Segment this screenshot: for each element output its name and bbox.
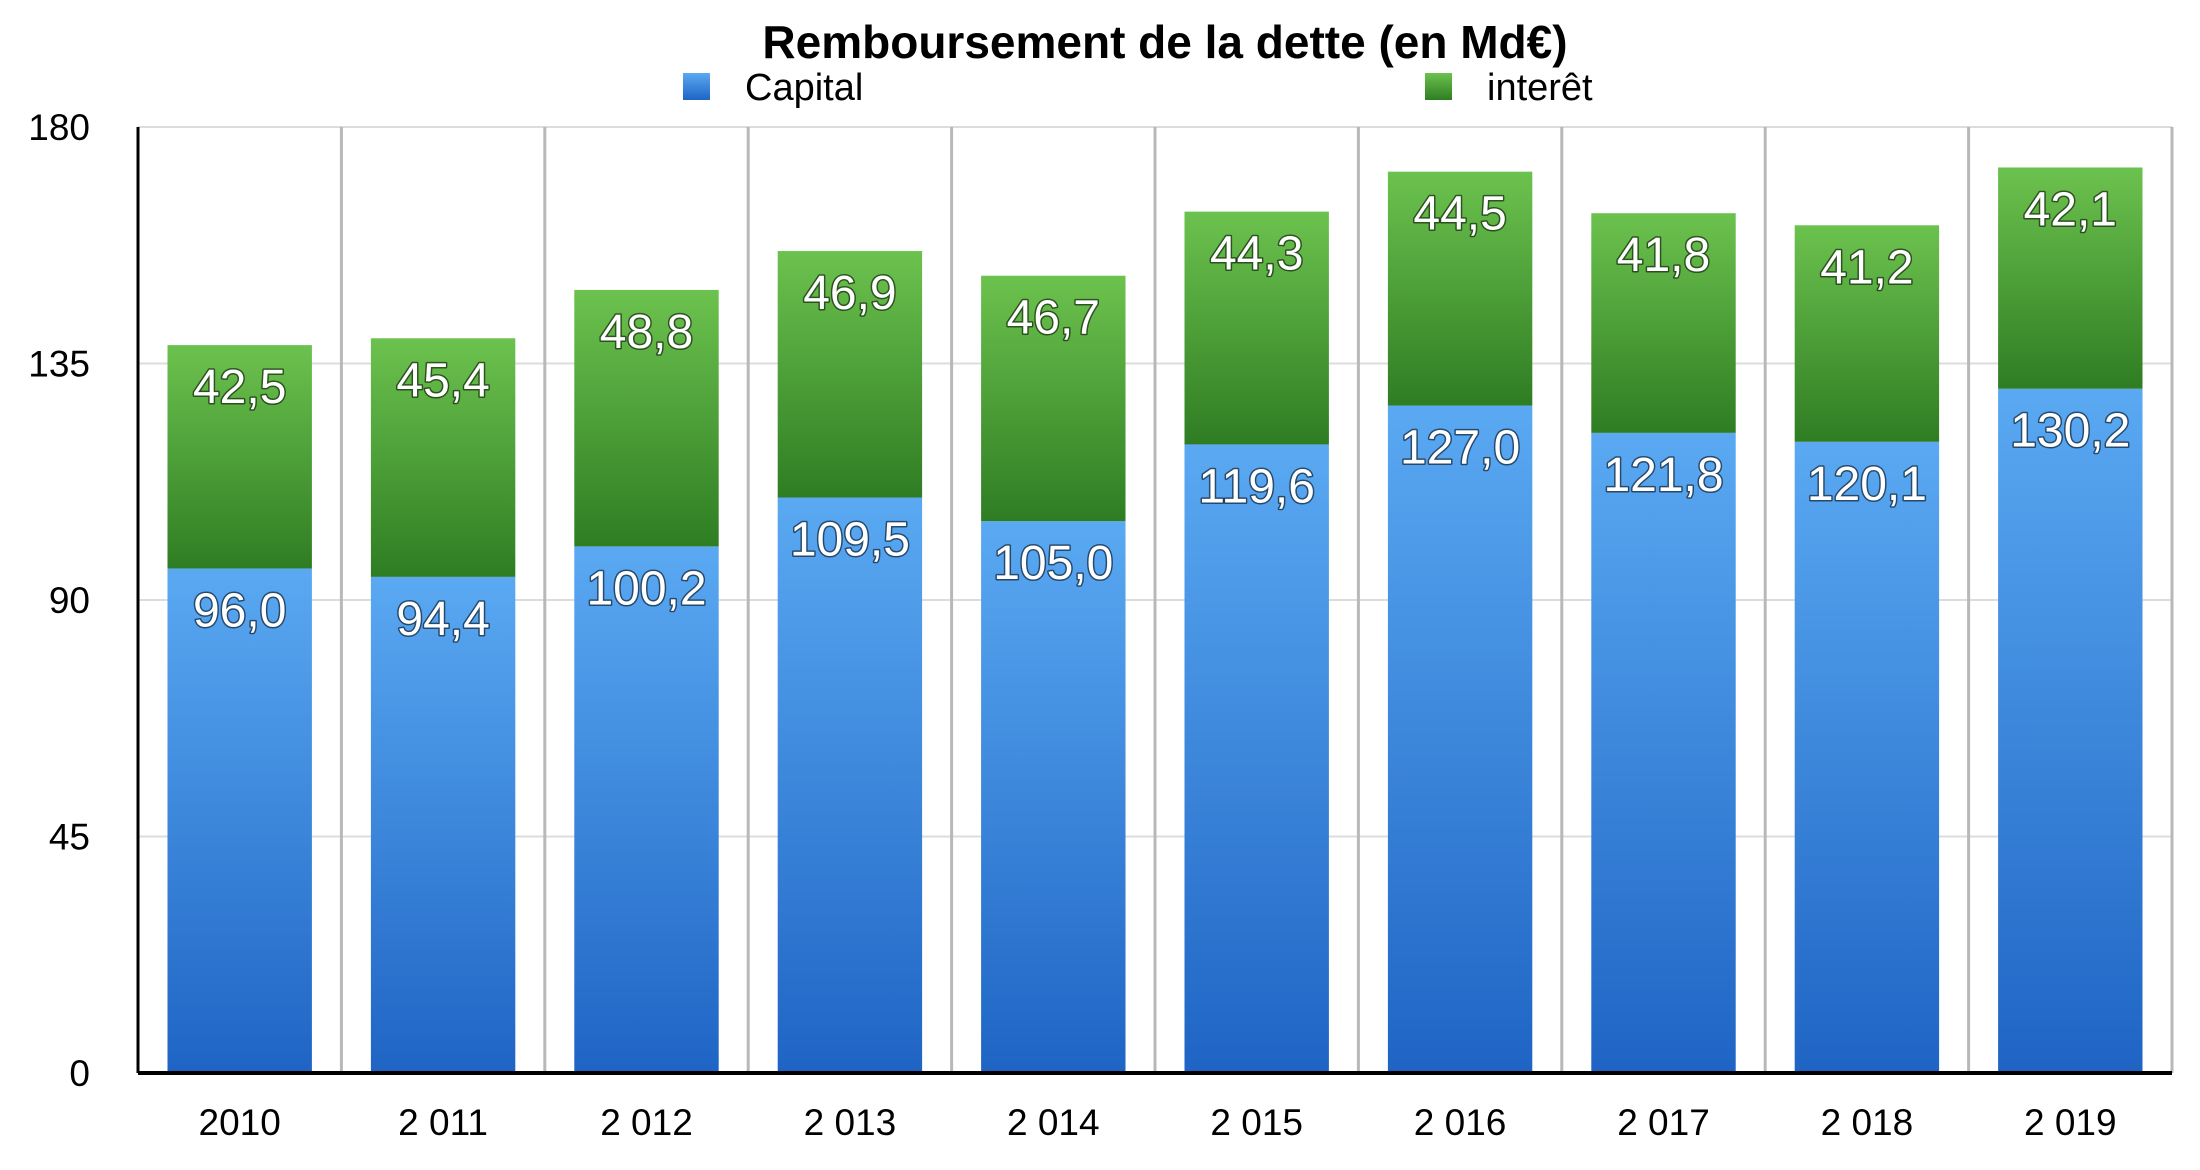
bar-interet xyxy=(1387,171,1533,406)
x-tick-label: 2 014 xyxy=(1007,1102,1100,1143)
bars xyxy=(167,167,2143,1074)
data-labels: 96,0 42,5 94,4 45,4 100,2 48,8 109,5 46,9 105,0 4… xyxy=(191,182,2131,647)
bar-capital xyxy=(167,568,312,1073)
legend-label-interet: interêt xyxy=(1487,67,1593,109)
bar-capital xyxy=(574,546,719,1073)
x-tick-label: 2 013 xyxy=(804,1102,897,1143)
bar-capital xyxy=(1591,432,1736,1074)
bar-capital xyxy=(981,521,1126,1073)
bar-capital xyxy=(1387,405,1533,1073)
y-tick-label: 45 xyxy=(49,817,90,858)
x-tick-label: 2 019 xyxy=(2024,1102,2117,1143)
x-tick-label: 2 015 xyxy=(1210,1102,1303,1143)
x-tick-label: 2 018 xyxy=(1821,1102,1914,1143)
y-tick-label: 180 xyxy=(28,107,90,148)
data-label-interet: 42,5 xyxy=(193,361,286,414)
data-label-capital: 120,1 xyxy=(1807,458,1927,511)
data-label-capital: 100,2 xyxy=(586,562,706,615)
legend: Capital interêt xyxy=(683,67,1593,109)
y-tick-label: 135 xyxy=(28,344,90,385)
data-label-interet: 41,2 xyxy=(1820,241,1913,294)
bar-capital xyxy=(1184,444,1329,1073)
bar-capital xyxy=(1794,441,1940,1074)
legend-swatch-capital xyxy=(683,73,710,100)
data-label-capital: 105,0 xyxy=(993,537,1113,590)
bar-capital xyxy=(370,576,516,1073)
bar-interet xyxy=(574,289,719,547)
chart-title: Remboursement de la dette (en Md€) xyxy=(762,16,1567,68)
y-tick-label: 90 xyxy=(49,580,90,621)
data-label-interet: 48,8 xyxy=(600,306,693,359)
data-label-interet: 45,4 xyxy=(396,354,489,407)
x-tick-label: 2 017 xyxy=(1617,1102,1710,1143)
data-label-capital: 130,2 xyxy=(2010,405,2130,458)
axes: 0 45 90 135 180 2010 2 011 2 012 2 013 2 014 2 015… xyxy=(28,107,2172,1143)
bar-interet xyxy=(1184,211,1329,445)
y-tick-label: 0 xyxy=(69,1053,90,1094)
data-label-capital: 109,5 xyxy=(790,514,910,567)
bar-interet xyxy=(1794,225,1940,442)
bar-interet xyxy=(1998,167,2143,389)
bar-interet xyxy=(370,338,516,577)
legend-swatch-interet xyxy=(1425,73,1452,100)
bar-interet xyxy=(777,251,923,498)
bar-capital xyxy=(777,497,923,1073)
data-label-interet: 42,1 xyxy=(2024,183,2117,236)
data-label-interet: 44,3 xyxy=(1210,228,1303,281)
bar-interet xyxy=(167,345,312,569)
bar-interet xyxy=(981,275,1126,522)
x-tick-label: 2 012 xyxy=(600,1102,693,1143)
x-tick-label: 2010 xyxy=(199,1102,281,1143)
legend-label-capital: Capital xyxy=(745,67,863,109)
data-label-interet: 46,9 xyxy=(803,267,896,320)
bar-interet xyxy=(1591,213,1736,433)
data-label-capital: 121,8 xyxy=(1603,449,1723,502)
data-label-capital: 94,4 xyxy=(396,593,489,646)
x-tick-label: 2 011 xyxy=(398,1102,488,1143)
bar-capital xyxy=(1998,388,2143,1073)
data-label-interet: 44,5 xyxy=(1413,188,1506,241)
data-label-capital: 127,0 xyxy=(1400,422,1520,475)
data-label-capital: 119,6 xyxy=(1198,460,1315,513)
x-tick-label: 2 016 xyxy=(1414,1102,1507,1143)
data-label-interet: 41,8 xyxy=(1617,229,1710,282)
data-label-interet: 46,7 xyxy=(1007,292,1100,345)
data-label-capital: 96,0 xyxy=(193,584,286,637)
